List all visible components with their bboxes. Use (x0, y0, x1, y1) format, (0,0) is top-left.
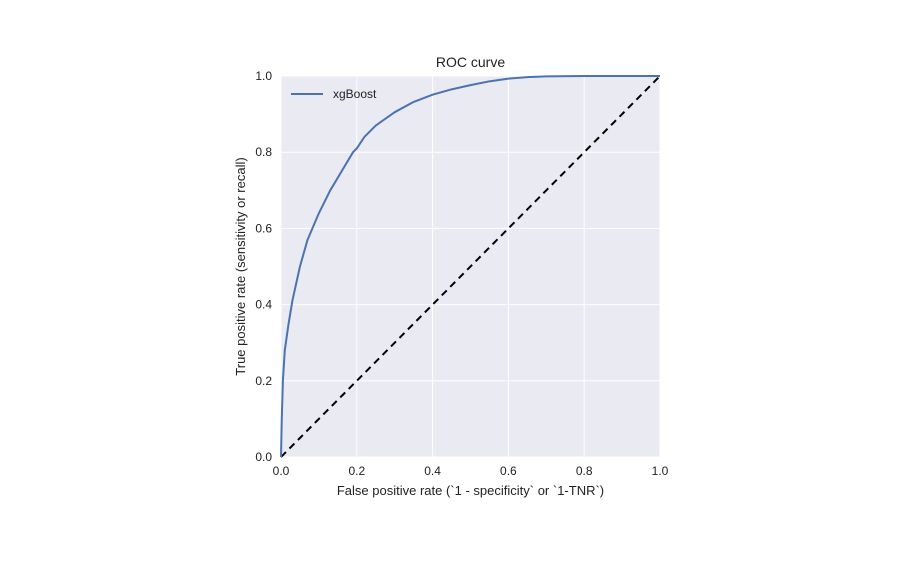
grid-lines (280, 75, 661, 458)
reference-diagonal-line (280, 75, 661, 458)
y-axis-ticks: 0.0 0.2 0.4 0.6 0.8 1.0 (255, 69, 272, 464)
x-tick-label: 0.6 (500, 464, 517, 478)
series-line-xgboost (280, 75, 660, 458)
y-tick-label: 0.2 (255, 374, 272, 388)
chart-title: ROC curve (436, 54, 505, 70)
x-tick-label: 0.2 (348, 464, 365, 478)
y-tick-label: 0.0 (255, 450, 272, 464)
x-tick-label: 0.4 (424, 464, 441, 478)
x-tick-label: 1.0 (652, 464, 669, 478)
x-axis-ticks: 0.0 0.2 0.4 0.6 0.8 1.0 (273, 464, 669, 478)
y-tick-label: 0.8 (255, 145, 272, 159)
legend: xgBoost (291, 87, 377, 101)
y-axis-label: True positive rate (sensitivity or recal… (233, 157, 248, 375)
legend-label-xgboost: xgBoost (333, 87, 377, 101)
x-tick-label: 0.8 (576, 464, 593, 478)
y-tick-label: 0.6 (255, 221, 272, 235)
y-tick-label: 0.4 (255, 298, 272, 312)
y-tick-label: 1.0 (255, 69, 272, 83)
x-axis-label: False positive rate (`1 - specificity` o… (337, 483, 604, 498)
x-tick-label: 0.0 (273, 464, 290, 478)
